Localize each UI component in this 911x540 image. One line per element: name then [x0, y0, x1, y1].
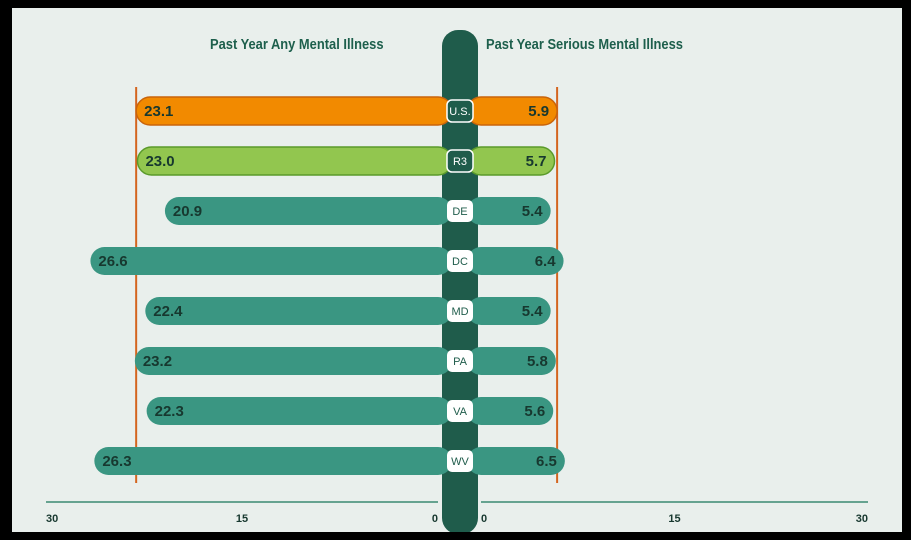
left-value-label-us: 23.1 — [144, 103, 173, 120]
right-bar-de — [467, 197, 551, 225]
category-box-md — [447, 300, 473, 322]
right-value-label-de: 5.4 — [522, 203, 544, 220]
category-label-de: DE — [452, 206, 467, 218]
category-label-va: VA — [453, 406, 468, 418]
right-axis-tick-label: 15 — [668, 513, 680, 525]
category-box-wv — [447, 450, 473, 472]
right-bar-va — [467, 397, 554, 425]
right-bar-md — [467, 297, 551, 325]
left-bar-pa — [134, 347, 452, 375]
right-axis-tick-label: 30 — [856, 513, 868, 525]
right-value-label-pa: 5.8 — [527, 353, 548, 370]
category-box-us — [446, 99, 474, 123]
left-axis-tick-label: 15 — [236, 513, 248, 525]
left-bar-md — [145, 297, 452, 325]
right-value-label-us: 5.9 — [528, 103, 549, 120]
category-box-va — [447, 400, 473, 422]
left-value-label-wv: 26.3 — [102, 453, 131, 470]
category-box-pa — [447, 350, 473, 372]
left-bar-dc — [90, 247, 452, 275]
left-bar-de — [164, 197, 452, 225]
category-label-pa: PA — [453, 356, 468, 368]
left-bar-va — [146, 397, 452, 425]
right-value-label-r3: 5.7 — [526, 153, 547, 170]
category-label-md: MD — [451, 306, 468, 318]
left-chart-title: Past Year Any Mental Illness — [210, 36, 384, 53]
right-bar-pa — [467, 347, 556, 375]
category-box-dc — [447, 250, 473, 272]
left-value-label-va: 22.3 — [155, 403, 184, 420]
right-value-label-wv: 6.5 — [536, 453, 557, 470]
left-axis-tick-label: 30 — [46, 513, 58, 525]
left-value-label-r3: 23.0 — [145, 153, 174, 170]
left-bar-wv — [94, 447, 452, 475]
right-chart-title: Past Year Serious Mental Illness — [486, 36, 683, 53]
left-bar-r3 — [136, 146, 453, 176]
category-box-r3 — [446, 149, 474, 173]
category-label-dc: DC — [452, 256, 468, 268]
category-label-wv: WV — [451, 456, 469, 468]
right-value-label-dc: 6.4 — [535, 253, 557, 270]
right-bar-wv — [467, 447, 565, 475]
left-value-label-dc: 26.6 — [98, 253, 127, 270]
chart-frame: Past Year Any Mental Illness Past Year S… — [12, 8, 902, 532]
left-value-label-md: 22.4 — [153, 303, 183, 320]
left-value-label-pa: 23.2 — [143, 353, 172, 370]
left-value-label-de: 20.9 — [173, 203, 202, 220]
left-axis-tick-label: 0 — [432, 513, 438, 525]
right-value-label-va: 5.6 — [524, 403, 545, 420]
category-box-de — [447, 200, 473, 222]
category-label-r3: R3 — [453, 156, 467, 168]
right-value-label-md: 5.4 — [522, 303, 544, 320]
category-label-us: U.S. — [449, 106, 470, 118]
right-bar-dc — [467, 247, 564, 275]
right-axis-tick-label: 0 — [481, 513, 487, 525]
left-bar-us — [135, 96, 453, 126]
butterfly-bar-chart: 23.1 5.9 U.S. 23.0 5.7 R3 20.9 5.4 DE 26.6 6.4 DC 22… — [46, 30, 868, 532]
